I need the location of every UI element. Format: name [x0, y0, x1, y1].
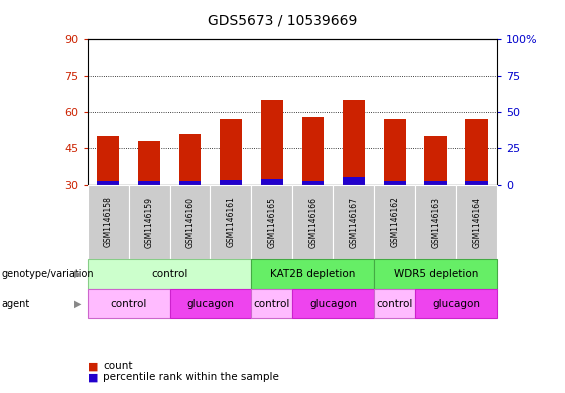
Text: ■: ■ — [88, 372, 98, 382]
Bar — [342, 100, 365, 185]
Text: percentile rank within the sample: percentile rank within the sample — [103, 372, 279, 382]
Text: GSM1146160: GSM1146160 — [185, 196, 194, 248]
Text: GSM1146158: GSM1146158 — [103, 196, 112, 248]
Text: GSM1146161: GSM1146161 — [227, 196, 236, 248]
Text: genotype/variation: genotype/variation — [1, 269, 94, 279]
Bar — [384, 119, 406, 185]
Text: glucagon: glucagon — [310, 299, 357, 309]
Text: ■: ■ — [88, 361, 98, 371]
Bar — [179, 181, 201, 185]
Bar — [220, 119, 242, 185]
Bar — [302, 117, 324, 185]
Text: ▶: ▶ — [75, 299, 82, 309]
Text: WDR5 depletion: WDR5 depletion — [394, 269, 478, 279]
Bar — [302, 181, 324, 185]
Bar — [424, 136, 447, 185]
Text: control: control — [254, 299, 290, 309]
Text: GSM1146162: GSM1146162 — [390, 196, 399, 248]
Bar — [97, 136, 119, 185]
Text: control: control — [110, 299, 147, 309]
Text: agent: agent — [1, 299, 29, 309]
Text: GDS5673 / 10539669: GDS5673 / 10539669 — [208, 14, 357, 28]
Bar — [342, 177, 365, 185]
Bar — [97, 181, 119, 185]
Text: GSM1146159: GSM1146159 — [145, 196, 154, 248]
Text: control: control — [377, 299, 413, 309]
Bar — [138, 181, 160, 185]
Bar — [179, 134, 201, 185]
Text: glucagon: glucagon — [432, 299, 480, 309]
Bar — [466, 119, 488, 185]
Bar — [260, 100, 283, 185]
Text: GSM1146166: GSM1146166 — [308, 196, 318, 248]
Text: GSM1146163: GSM1146163 — [431, 196, 440, 248]
Text: GSM1146165: GSM1146165 — [267, 196, 276, 248]
Bar — [260, 179, 283, 185]
Text: KAT2B depletion: KAT2B depletion — [270, 269, 355, 279]
Text: count: count — [103, 361, 133, 371]
Bar — [384, 181, 406, 185]
Bar — [424, 181, 447, 185]
Text: control: control — [151, 269, 188, 279]
Bar — [138, 141, 160, 185]
Text: ▶: ▶ — [75, 269, 82, 279]
Text: glucagon: glucagon — [186, 299, 234, 309]
Text: GSM1146167: GSM1146167 — [349, 196, 358, 248]
Bar — [220, 180, 242, 185]
Bar — [466, 181, 488, 185]
Text: GSM1146164: GSM1146164 — [472, 196, 481, 248]
